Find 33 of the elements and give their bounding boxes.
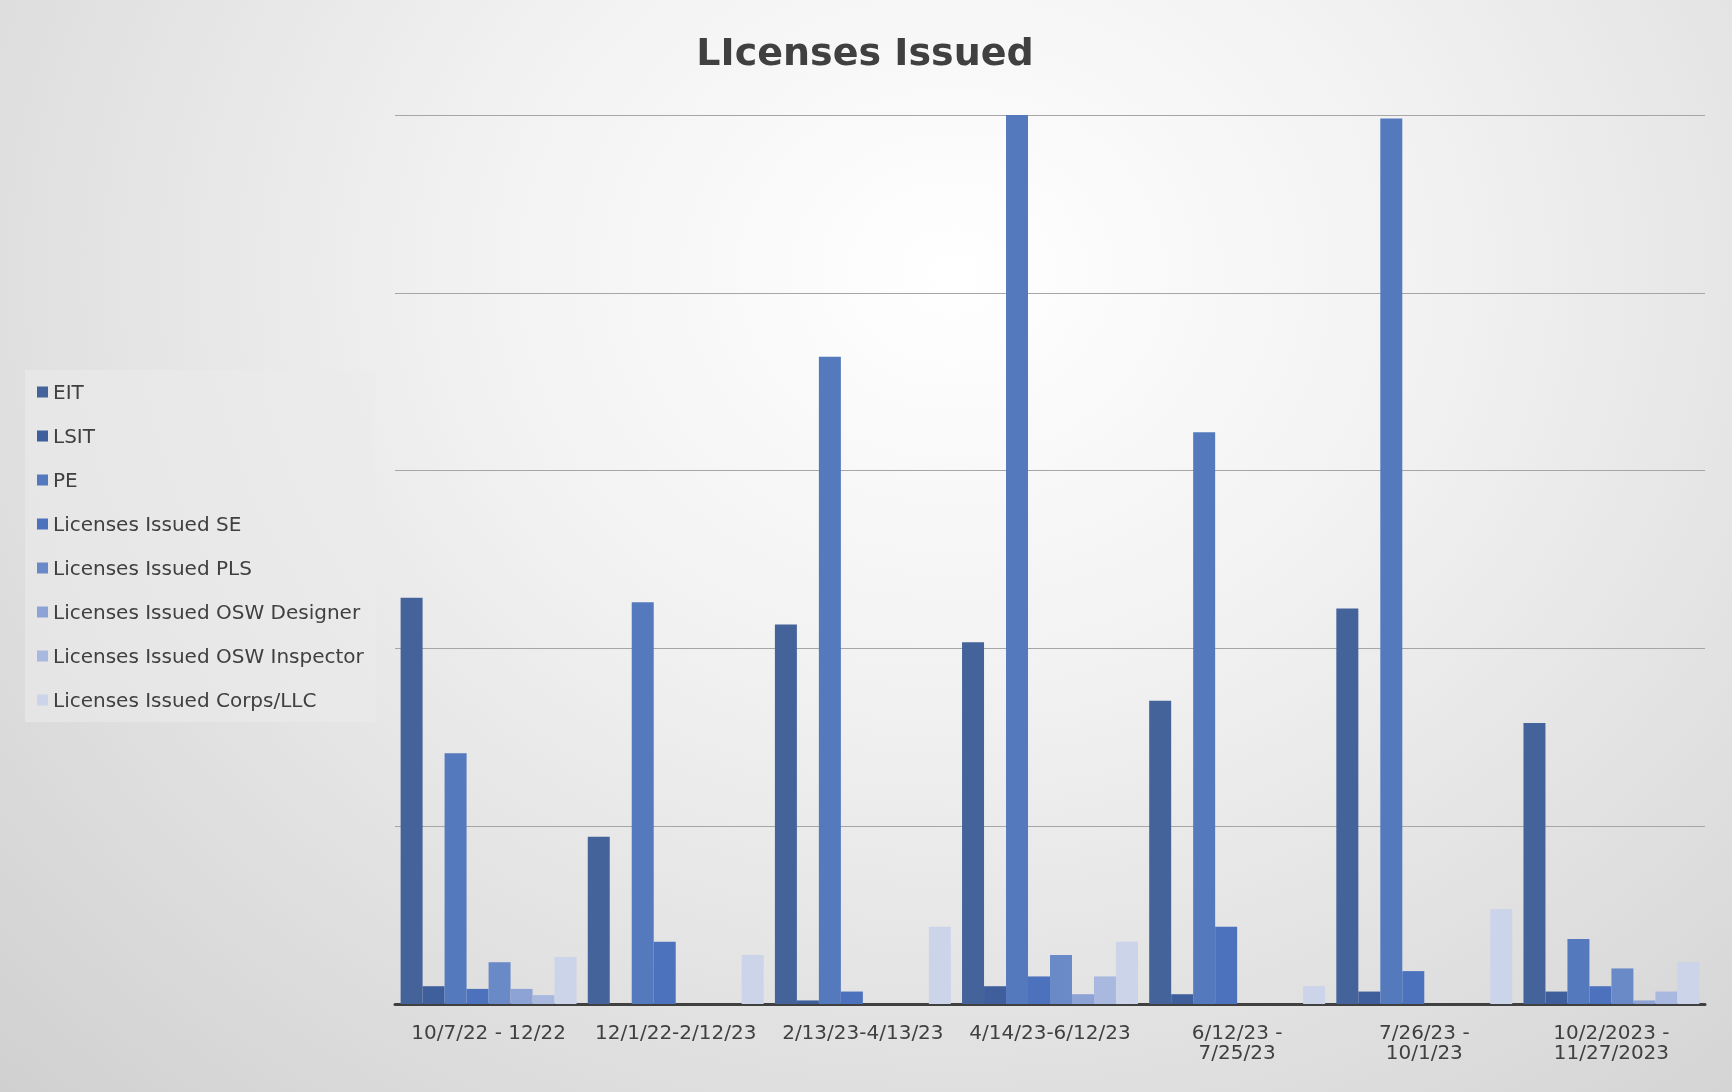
bar [488,962,511,1004]
legend-label: Licenses Issued OSW Inspector [53,644,365,668]
legend-label: EIT [53,380,85,404]
x-tick-label: 4/14/23-6/12/23 [969,1020,1131,1044]
bar [532,995,555,1004]
x-tick-label: 6/12/23 - 7/25/23 [1191,1020,1283,1064]
bar [510,988,533,1004]
bar [741,955,764,1004]
legend-label: Licenses Issued OSW Designer [53,600,361,624]
x-tick-label: 7/26/23 - 10/1/23 [1378,1020,1470,1064]
bar [1050,955,1072,1004]
chart-title: LIcenses Issued [696,30,1034,74]
legend-label: Licenses Issued Corps/LLC [53,688,317,712]
legend-label: LSIT [53,424,96,448]
bar [1093,976,1116,1004]
bar [1633,1000,1656,1004]
bar [1655,991,1678,1004]
bar [587,836,610,1004]
x-tick-label: 10/7/22 - 12/22 [411,1020,566,1044]
bar [1490,908,1513,1004]
legend-label: Licenses Issued PLS [53,556,252,580]
bar [1071,994,1094,1004]
x-tick-label: 10/2/2023 - 11/27/2023 [1553,1020,1670,1064]
x-tick-label: 2/13/23-4/13/23 [782,1020,944,1044]
legend-label: PE [53,468,78,492]
bar [1611,968,1634,1004]
legend-label: Licenses Issued SE [53,512,242,536]
bar [1115,941,1138,1004]
x-tick-label: 12/1/22-2/12/23 [595,1020,757,1044]
bar [554,956,577,1004]
bar [928,926,951,1004]
bar [1677,962,1700,1004]
bar [1303,986,1326,1004]
